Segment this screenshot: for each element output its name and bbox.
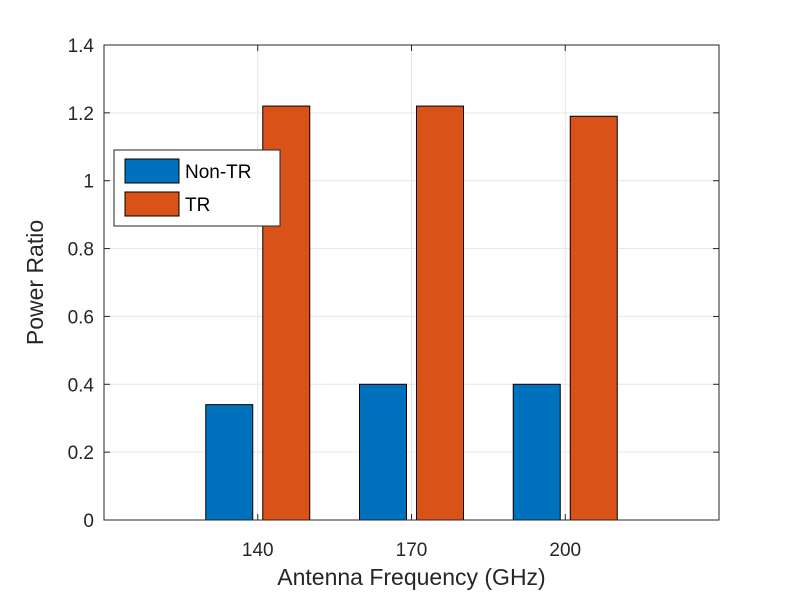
x-tick-label: 200 xyxy=(549,540,581,561)
y-tick-label: 0 xyxy=(83,511,94,532)
y-tick-label: 0.4 xyxy=(68,375,95,396)
bar-non-tr-140 xyxy=(205,404,254,521)
y-tick-label: 0.8 xyxy=(68,240,94,261)
bar-non-tr-170 xyxy=(359,383,407,521)
ticks: 0 0.2 0.4 0.6 0.8 1 1.2 1.4 140 170 200 xyxy=(68,36,719,561)
x-axis-label: Antenna Frequency (GHz) xyxy=(277,564,545,590)
y-tick-label: 1.4 xyxy=(68,36,95,57)
legend-swatch-tr xyxy=(124,191,180,217)
bar-tr-200 xyxy=(569,115,618,521)
x-tick-label: 140 xyxy=(242,540,274,561)
y-tick-label: 1 xyxy=(83,172,94,193)
bar-non-tr-200 xyxy=(512,383,561,521)
legend-swatch-non-tr xyxy=(124,158,180,184)
legend-label-non-tr: Non-TR xyxy=(185,162,252,183)
bar-tr-170 xyxy=(416,105,464,521)
y-tick-label: 0.6 xyxy=(68,307,94,328)
y-tick-label: 1.2 xyxy=(68,104,94,125)
x-tick-label: 170 xyxy=(396,540,428,561)
y-axis-label: Power Ratio xyxy=(22,220,48,345)
y-tick-label: 0.2 xyxy=(68,443,94,464)
legend-label-tr: TR xyxy=(185,195,210,216)
legend: Non-TR TR xyxy=(113,149,281,227)
grid-lines xyxy=(104,44,719,521)
bars xyxy=(205,105,618,521)
